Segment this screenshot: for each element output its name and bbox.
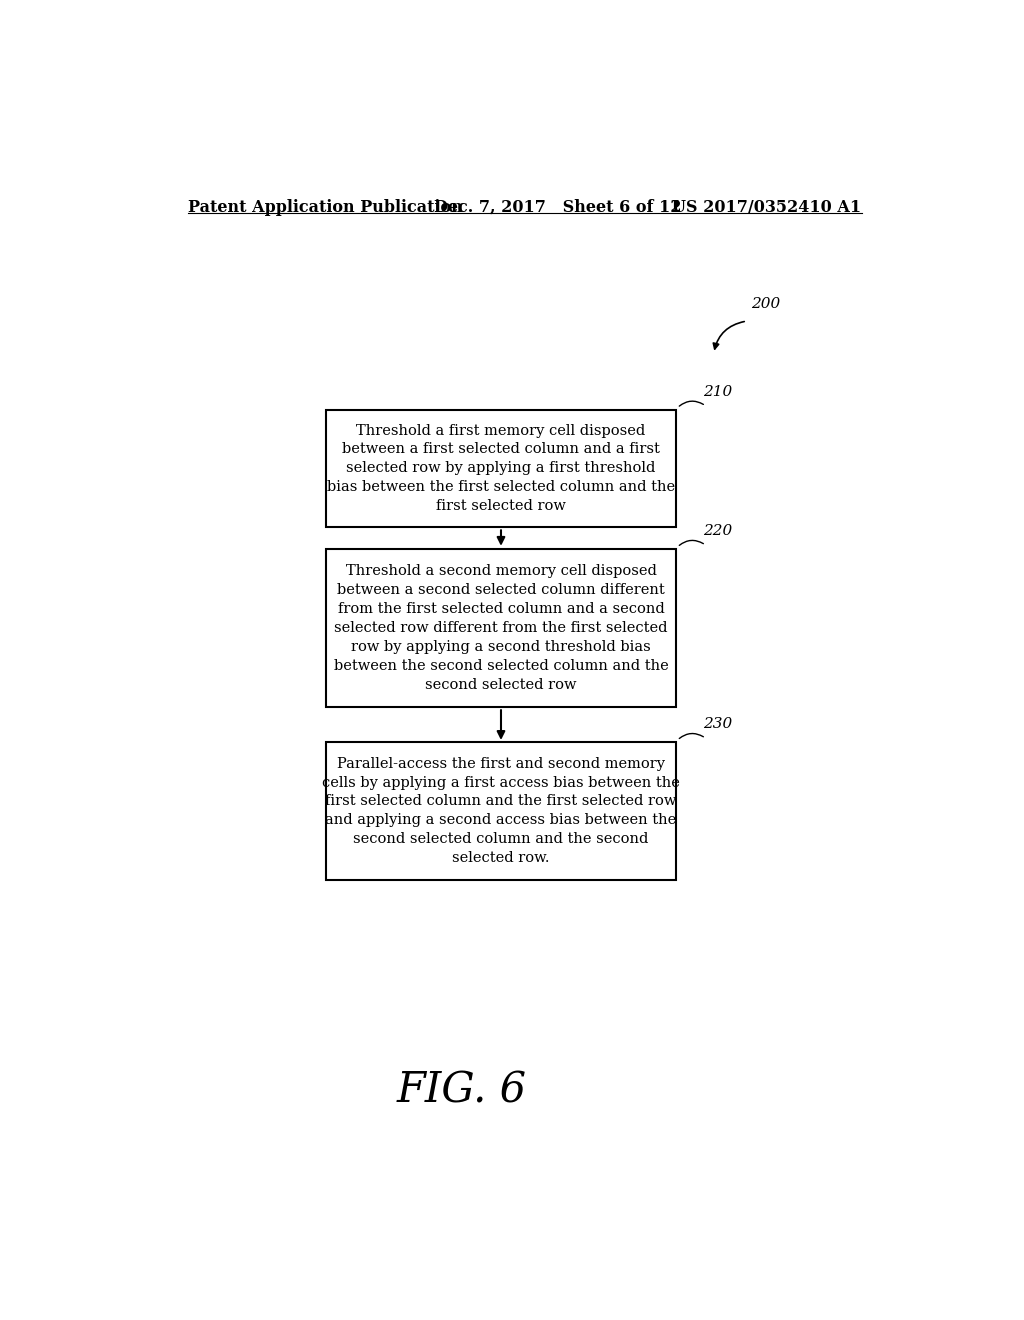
Bar xyxy=(327,549,676,706)
Text: US 2017/0352410 A1: US 2017/0352410 A1 xyxy=(672,199,861,216)
Text: 200: 200 xyxy=(751,297,780,312)
Bar xyxy=(327,742,676,879)
Text: 230: 230 xyxy=(703,717,732,731)
Text: FIG. 6: FIG. 6 xyxy=(396,1069,526,1111)
Text: Parallel-access the first and second memory
cells by applying a first access bia: Parallel-access the first and second mem… xyxy=(323,756,680,866)
Text: Dec. 7, 2017   Sheet 6 of 12: Dec. 7, 2017 Sheet 6 of 12 xyxy=(433,199,681,216)
Text: 210: 210 xyxy=(703,384,732,399)
Text: 220: 220 xyxy=(703,524,732,539)
Bar xyxy=(327,411,676,527)
Text: Threshold a second memory cell disposed
between a second selected column differe: Threshold a second memory cell disposed … xyxy=(334,564,669,692)
Text: Patent Application Publication: Patent Application Publication xyxy=(187,199,462,216)
Text: Threshold a first memory cell disposed
between a first selected column and a fir: Threshold a first memory cell disposed b… xyxy=(327,424,675,513)
